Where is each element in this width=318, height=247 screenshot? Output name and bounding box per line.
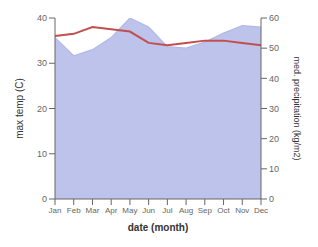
svg-text:Aug: Aug <box>179 206 193 215</box>
svg-text:40: 40 <box>37 13 47 23</box>
svg-text:20: 20 <box>37 104 47 114</box>
svg-text:20: 20 <box>269 134 279 144</box>
svg-text:Jul: Jul <box>162 206 172 215</box>
svg-text:Dec: Dec <box>254 206 268 215</box>
svg-text:30: 30 <box>269 104 279 114</box>
svg-text:60: 60 <box>269 13 279 23</box>
svg-text:50: 50 <box>269 43 279 53</box>
svg-text:0: 0 <box>269 194 274 204</box>
svg-text:med. precipitation (kg/m2): med. precipitation (kg/m2) <box>292 56 302 160</box>
svg-text:10: 10 <box>269 164 279 174</box>
svg-text:40: 40 <box>269 74 279 84</box>
svg-text:date (month): date (month) <box>128 222 189 233</box>
svg-text:Oct: Oct <box>217 206 230 215</box>
svg-text:Nov: Nov <box>235 206 249 215</box>
svg-text:Mar: Mar <box>86 206 100 215</box>
svg-text:10: 10 <box>37 149 47 159</box>
svg-text:Jun: Jun <box>142 206 155 215</box>
svg-text:Feb: Feb <box>67 206 81 215</box>
svg-text:max temp (C): max temp (C) <box>14 78 25 139</box>
svg-text:Jan: Jan <box>49 206 62 215</box>
svg-text:Apr: Apr <box>105 206 118 215</box>
svg-text:30: 30 <box>37 58 47 68</box>
svg-text:May: May <box>122 206 137 215</box>
svg-text:0: 0 <box>42 194 47 204</box>
svg-text:Sep: Sep <box>198 206 213 215</box>
